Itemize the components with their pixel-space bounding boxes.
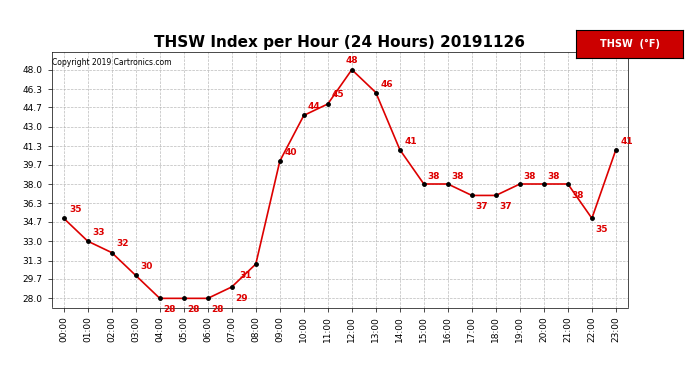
Title: THSW Index per Hour (24 Hours) 20191126: THSW Index per Hour (24 Hours) 20191126 (155, 35, 525, 50)
Text: 45: 45 (331, 90, 344, 99)
Text: 38: 38 (451, 172, 464, 181)
Text: 44: 44 (308, 102, 320, 111)
Text: 30: 30 (141, 262, 153, 271)
Text: 35: 35 (595, 225, 608, 234)
Text: 35: 35 (70, 205, 82, 214)
Text: 37: 37 (500, 202, 512, 211)
Text: 38: 38 (524, 172, 536, 181)
Text: 38: 38 (547, 172, 560, 181)
Text: THSW  (°F): THSW (°F) (600, 39, 660, 49)
Text: 33: 33 (92, 228, 105, 237)
Text: 41: 41 (621, 137, 633, 146)
Text: 41: 41 (404, 137, 417, 146)
Text: 31: 31 (239, 271, 253, 280)
Text: 28: 28 (211, 305, 224, 314)
Text: 38: 38 (571, 191, 584, 200)
Text: 28: 28 (188, 305, 200, 314)
Text: 28: 28 (164, 305, 176, 314)
Text: 48: 48 (346, 56, 358, 65)
Text: Copyright 2019 Cartronics.com: Copyright 2019 Cartronics.com (52, 58, 171, 67)
Text: 37: 37 (475, 202, 488, 211)
Text: 32: 32 (117, 239, 129, 248)
Text: 46: 46 (381, 80, 393, 89)
Text: 40: 40 (284, 147, 297, 156)
Text: 29: 29 (235, 294, 248, 303)
Text: 38: 38 (427, 172, 440, 181)
